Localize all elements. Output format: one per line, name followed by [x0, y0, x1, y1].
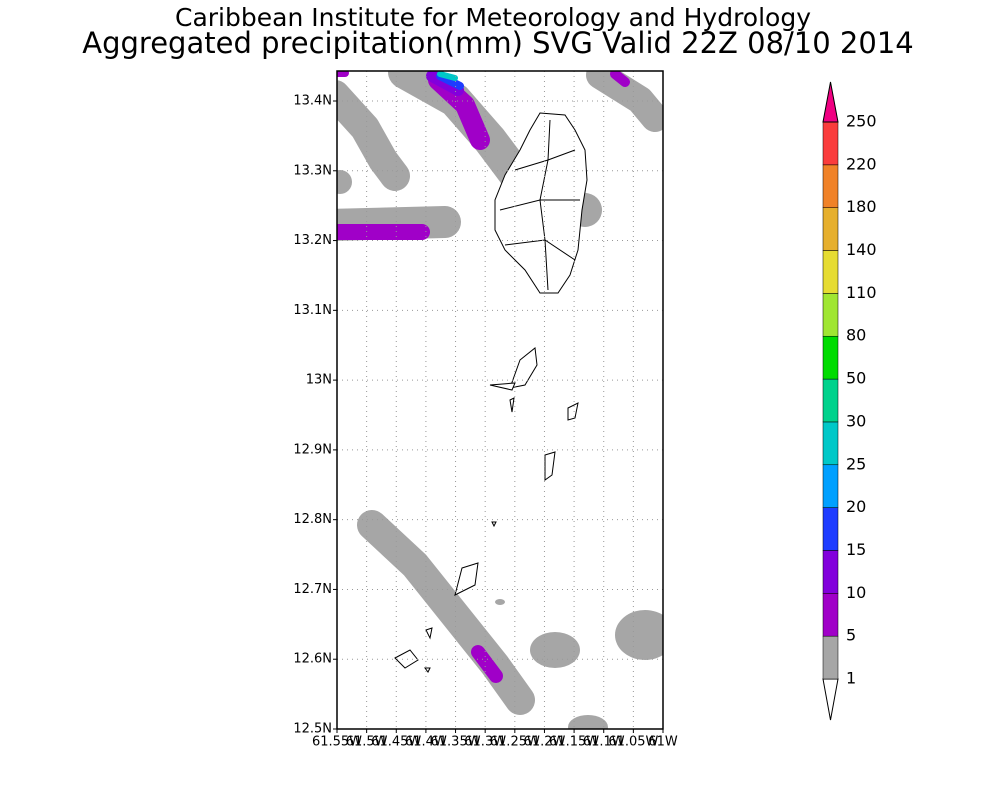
lat-label: 13N [306, 373, 332, 388]
colorbar-band [822, 464, 839, 508]
colorbar-label: 80 [846, 326, 866, 345]
lon-label: 61.05W [608, 735, 658, 750]
lat-label: 13.4N [293, 94, 332, 109]
colorbar-label: 220 [846, 154, 877, 173]
island [491, 521, 497, 528]
colorbar-label: 30 [846, 411, 866, 430]
islands [394, 112, 588, 673]
island [454, 562, 479, 596]
lat-label: 12.6N [293, 652, 332, 667]
colorbar-band [822, 293, 839, 337]
colorbar-label: 5 [846, 626, 856, 645]
colorbar-band [822, 121, 839, 166]
lat-label: 12.8N [293, 512, 332, 527]
colorbar-band [822, 207, 839, 251]
colorbar-band [822, 550, 839, 594]
lon-label: 61.15W [549, 735, 599, 750]
colorbar-label: 250 [846, 112, 877, 131]
ridge [504, 239, 576, 261]
colorbar-band [822, 335, 839, 380]
lon-label: 61.45W [371, 735, 421, 750]
colorbar-label: 25 [846, 454, 866, 473]
lon-label: 61.2W [524, 735, 566, 750]
map: 13.4N 13.3N 13.2N 13.1N 13N 12.9N 12.8N 12.7N 12… [293, 70, 678, 750]
colorbar-label: 50 [846, 369, 866, 388]
title: Caribbean Institute for Meteorology and … [175, 3, 811, 32]
lat-label: 13.2N [293, 233, 332, 248]
map-frame [336, 70, 664, 730]
colorbar-band [822, 421, 839, 466]
lon-label: 61.35W [431, 735, 481, 750]
colorbar-label: 20 [846, 497, 866, 516]
colorbar-label: 180 [846, 197, 877, 216]
island [394, 649, 419, 669]
colorbar-arrow-high [822, 81, 839, 123]
lon-label: 61.55W [312, 735, 362, 750]
colorbar-label: 10 [846, 583, 866, 602]
island [544, 451, 556, 481]
colorbar-band [822, 593, 839, 637]
colorbar-label: 110 [846, 283, 877, 302]
colorbar-band [822, 378, 839, 423]
island [425, 627, 433, 640]
lon-label: 61.3W [464, 735, 506, 750]
colorbar-band [822, 164, 839, 208]
lon-label: 61.1W [583, 735, 625, 750]
colorbar-band [822, 635, 839, 680]
island [509, 397, 515, 413]
ridge [499, 199, 580, 211]
ridge [514, 149, 576, 171]
colorbar-label: 15 [846, 540, 866, 559]
lat-label: 13.1N [293, 303, 332, 318]
island [567, 402, 579, 421]
lat-label: 12.5N [293, 722, 332, 737]
subtitle: Aggregated precipitation(mm) SVG Valid 2… [82, 26, 913, 60]
island [489, 382, 516, 391]
island [424, 667, 431, 673]
lat-label: 12.9N [293, 442, 332, 457]
lon-label: 61W [648, 735, 678, 750]
lon-label: 61.4W [405, 735, 447, 750]
colorbar-band [822, 507, 839, 551]
colorbar-label: 1 [846, 669, 856, 688]
colorbar-band [822, 250, 839, 294]
lat-label: 12.7N [293, 582, 332, 597]
lon-label: 61.5W [346, 735, 388, 750]
colorbar-label: 140 [846, 240, 877, 259]
lat-label: 13.3N [293, 163, 332, 178]
lon-label: 61.25W [490, 735, 540, 750]
